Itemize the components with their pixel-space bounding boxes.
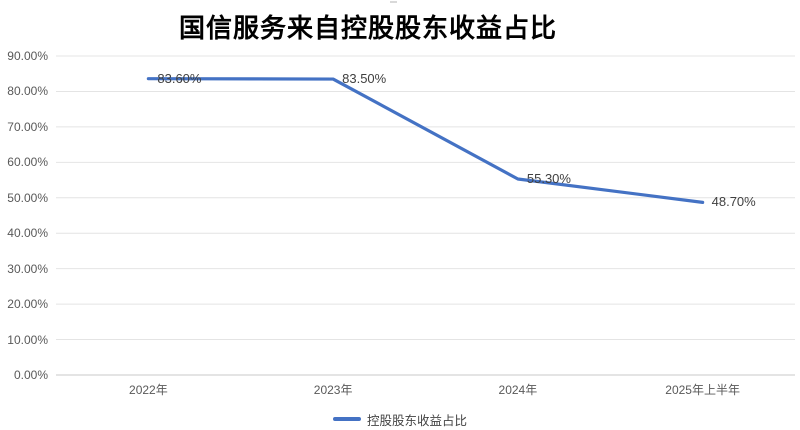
y-tick-label: 0.00% — [13, 368, 48, 382]
chart-title: 国信服务来自控股股东收益占比 — [178, 14, 557, 43]
y-tick-label: 80.00% — [7, 84, 48, 99]
x-tick-label: 2025年上半年 — [665, 383, 740, 397]
x-tick-label: 2023年 — [313, 383, 353, 397]
data-label: 83.50% — [342, 71, 387, 87]
data-label: 83.60% — [157, 70, 202, 86]
y-tick-label: 50.00% — [7, 190, 48, 205]
y-tick-label: 60.00% — [7, 155, 48, 170]
x-tick-label: 2022年 — [129, 383, 168, 397]
legend-line-swatch-icon — [332, 417, 361, 421]
y-tick-label: 10.00% — [7, 332, 48, 347]
y-tick-label: 40.00% — [7, 226, 48, 241]
y-tick-label: 90.00% — [7, 49, 48, 63]
legend-label: 控股股东收益占比 — [366, 413, 467, 428]
series-line — [146, 77, 705, 204]
y-tick-label: 70.00% — [7, 119, 48, 134]
y-tick-label: 20.00% — [7, 297, 48, 312]
data-label: 55.30% — [526, 170, 571, 186]
legend: 控股股东收益占比 — [0, 409, 800, 429]
stray-artifact — [390, 1, 397, 3]
y-tick-label: 30.00% — [7, 261, 48, 276]
x-tick-label: 2024年 — [498, 383, 538, 397]
data-label: 48.70% — [711, 194, 756, 210]
